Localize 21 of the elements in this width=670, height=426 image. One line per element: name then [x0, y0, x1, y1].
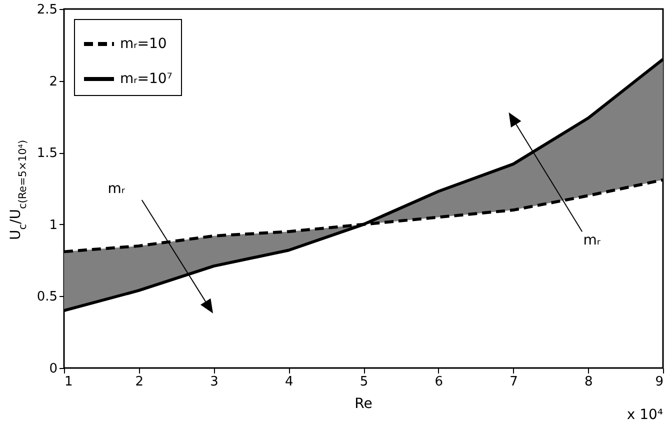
- x-axis-title: Re: [354, 396, 372, 412]
- y-tick-label: 1.5: [36, 146, 58, 162]
- x-tick-label: 5: [360, 374, 368, 390]
- x-tick-label: 9: [655, 374, 664, 390]
- y-tick-label: 0.5: [36, 290, 58, 305]
- legend-label: mᵣ=10⁷: [120, 71, 172, 87]
- legend-label: mᵣ=10: [120, 36, 167, 52]
- x-tick-label: 6: [434, 374, 444, 390]
- x-tick-label: 7: [510, 374, 518, 390]
- x-tick-label: 1: [64, 374, 73, 390]
- x-tick-label: 8: [584, 374, 593, 390]
- y-tick-label: 2.5: [36, 2, 58, 18]
- text: x 10⁴: [626, 407, 664, 423]
- y-tick-label: 2: [49, 74, 58, 90]
- y-tick-label: 0: [49, 362, 58, 376]
- y-tick-label: 1: [49, 218, 58, 233]
- annotation: mᵣ: [108, 180, 126, 197]
- x-tick-label: 4: [284, 374, 294, 390]
- annotation: mᵣ: [583, 232, 601, 249]
- x-tick-label: 3: [210, 374, 218, 390]
- x-tick-label: 2: [135, 374, 144, 390]
